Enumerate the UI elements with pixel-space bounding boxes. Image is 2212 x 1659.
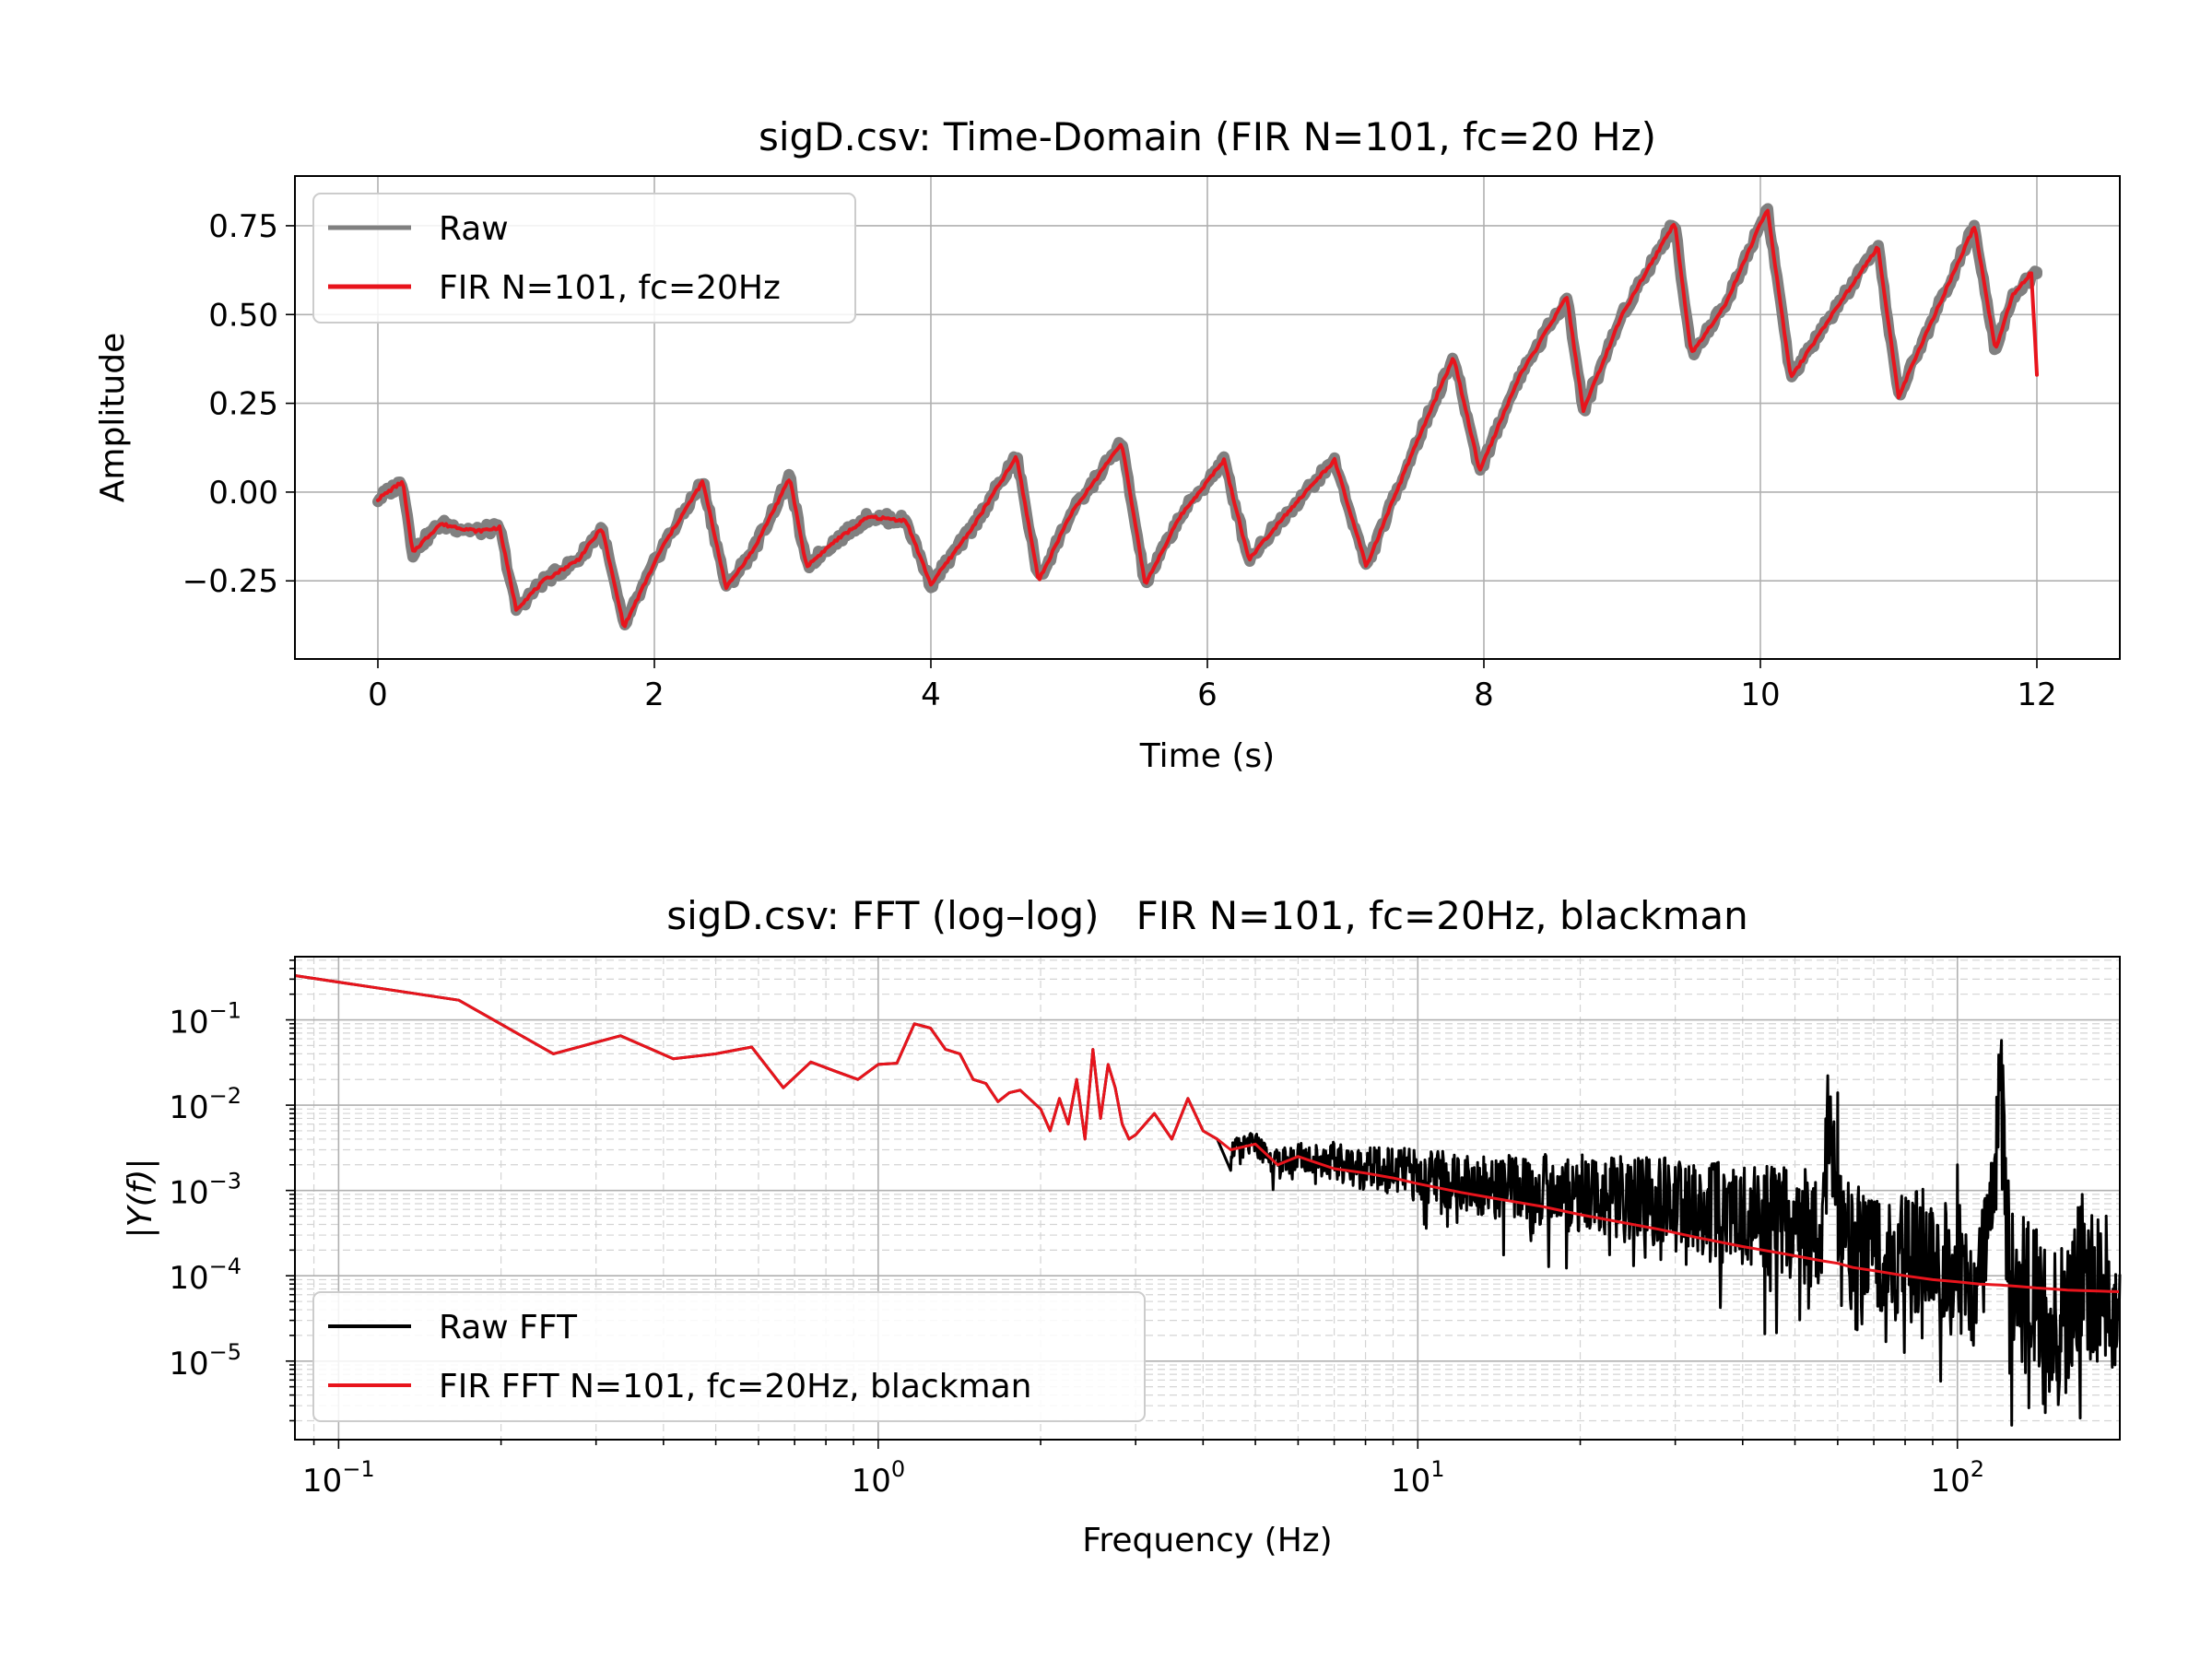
time-series: [372, 203, 2042, 630]
time-legend-raw-label: Raw: [439, 210, 509, 248]
time-x-tick-label: 2: [644, 677, 665, 713]
time-legend: Raw FIR N=101, fc=20Hz: [312, 193, 856, 324]
time-x-tick-label: 6: [1197, 677, 1218, 713]
fft-chart-title: sigD.csv: FFT (log–log) FIR N=101, fc=20…: [666, 893, 1748, 938]
time-y-tick-label: 0.25: [208, 386, 278, 423]
time-plot-frame: [294, 175, 2121, 660]
fft-y-tick-label: 10−1: [169, 998, 241, 1041]
time-y-tick-label: −0.25: [182, 563, 278, 600]
time-y-axis-label: Amplitude: [94, 333, 132, 502]
time-chart-title: sigD.csv: Time-Domain (FIR N=101, fc=20 …: [759, 114, 1656, 159]
time-x-tick-label: 8: [1474, 677, 1494, 713]
fft-legend-fir-label: FIR FFT N=101, fc=20Hz, blackman: [439, 1368, 1031, 1406]
fft-legend-raw-label: Raw FFT: [439, 1309, 578, 1347]
fft-y-tick-label: 10−5: [169, 1339, 241, 1382]
fft-x-tick-label: 10−1: [302, 1456, 375, 1500]
time-x-axis-label: Time (s): [1139, 737, 1275, 775]
time-y-tick-label: 0.00: [208, 475, 278, 512]
time-domain-panel: sigD.csv: Time-Domain (FIR N=101, fc=20 …: [94, 114, 2121, 775]
fft-x-tick-label: 101: [1391, 1456, 1445, 1500]
fft-legend: Raw FFT FIR FFT N=101, fc=20Hz, blackman: [312, 1291, 1146, 1422]
time-x-tick-label: 10: [1740, 677, 1780, 713]
fft-x-axis-label: Frequency (Hz): [1082, 1522, 1332, 1559]
time-series-fir-line: [376, 208, 2039, 629]
fft-y-tick-label: 10−2: [169, 1083, 241, 1126]
fft-y-tick-label: 10−4: [169, 1253, 241, 1297]
fft-series-raw-line: [294, 974, 2122, 1427]
time-y-tick-label: 0.50: [208, 297, 278, 334]
time-legend-fir-label: FIR N=101, fc=20Hz: [439, 269, 781, 307]
fft-legend-box: [312, 1291, 1146, 1422]
fft-axis-ticks: 10−1 100 101 102 10−5 10−4 10−3 10−2 10−1: [169, 959, 1984, 1500]
time-x-tick-label: 12: [2017, 677, 2056, 713]
fft-x-tick-label: 100: [852, 1456, 906, 1500]
time-x-tick-label: 0: [368, 677, 388, 713]
fft-panel: sigD.csv: FFT (log–log) FIR N=101, fc=20…: [122, 893, 2122, 1559]
fft-y-axis-label: |Y(f)|: [122, 1158, 159, 1238]
time-legend-box: [312, 193, 856, 324]
time-y-tick-label: 0.75: [208, 208, 278, 245]
fft-series: [294, 974, 2122, 1427]
time-axis-ticks: 0 2 4 6 8 10 12 −0.25 0.00 0.25 0.50 0.75: [182, 208, 2057, 713]
time-x-tick-label: 4: [921, 677, 941, 713]
fft-plot-frame: [294, 956, 2121, 1441]
fft-y-tick-label: 10−3: [169, 1169, 241, 1212]
fft-series-fir-line: [294, 974, 2121, 1293]
time-grid: [295, 176, 2120, 659]
fft-x-tick-label: 102: [1930, 1456, 1984, 1500]
